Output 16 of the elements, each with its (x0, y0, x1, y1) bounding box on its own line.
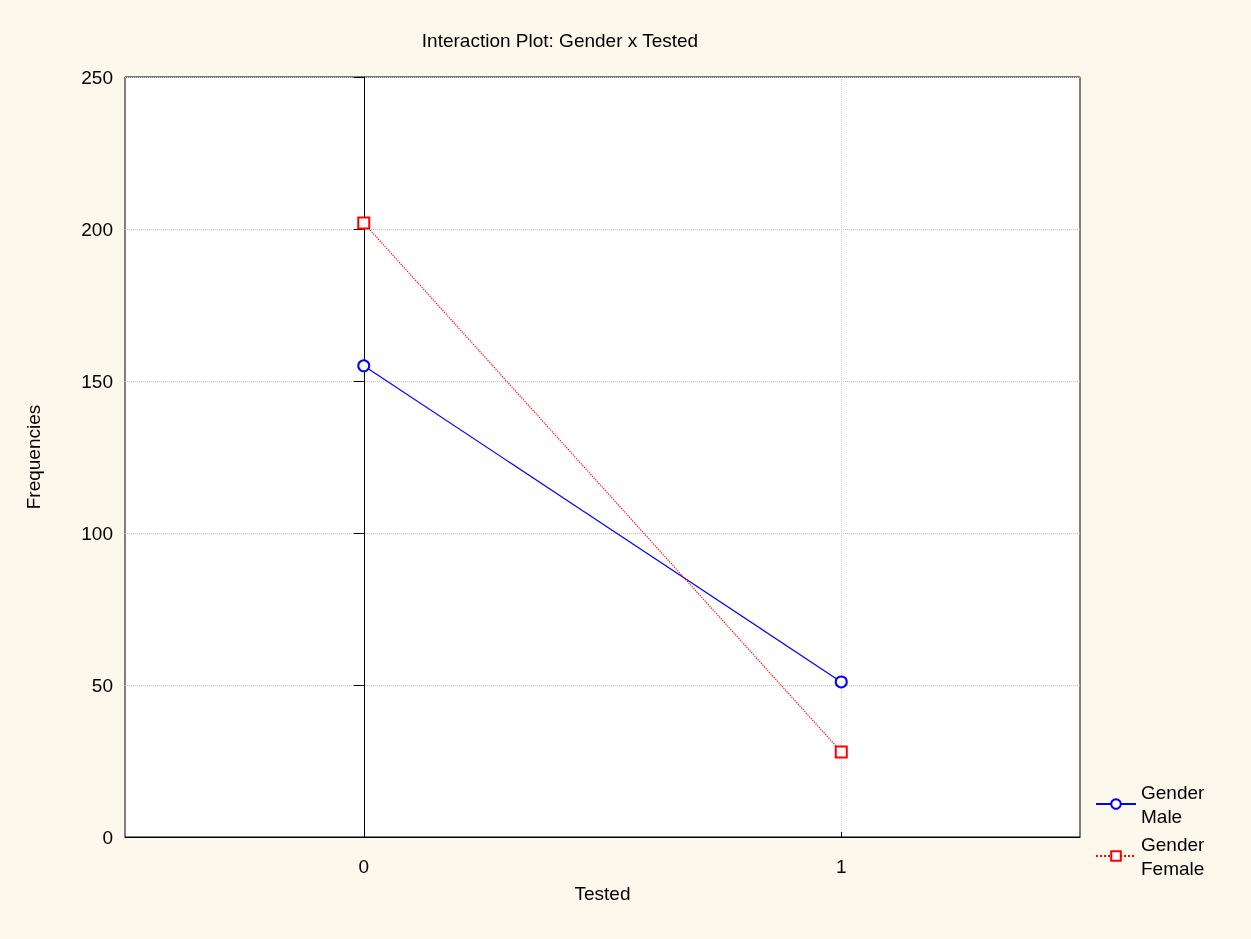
point (834, 675, 848, 689)
x-tick-label: 1 (835, 856, 847, 877)
y-tick-label: 50 (91, 674, 113, 696)
y-tick-label: 250 (81, 66, 113, 88)
point (357, 359, 371, 373)
y-tick-label: 0 (102, 826, 113, 848)
point (834, 745, 848, 759)
legend-label: Gender Female (1141, 833, 1210, 879)
x-axis-title: Tested (574, 883, 631, 904)
y-axis-title: Frequencies (23, 404, 44, 510)
y-tick-label: 200 (81, 218, 113, 240)
point (357, 216, 371, 230)
y-tick-label: 150 (81, 370, 113, 392)
y-tick-label: 100 (81, 522, 113, 544)
chart-title: Interaction Plot: Gender x Tested (421, 30, 699, 51)
legend-label: Gender Male (1141, 781, 1210, 827)
